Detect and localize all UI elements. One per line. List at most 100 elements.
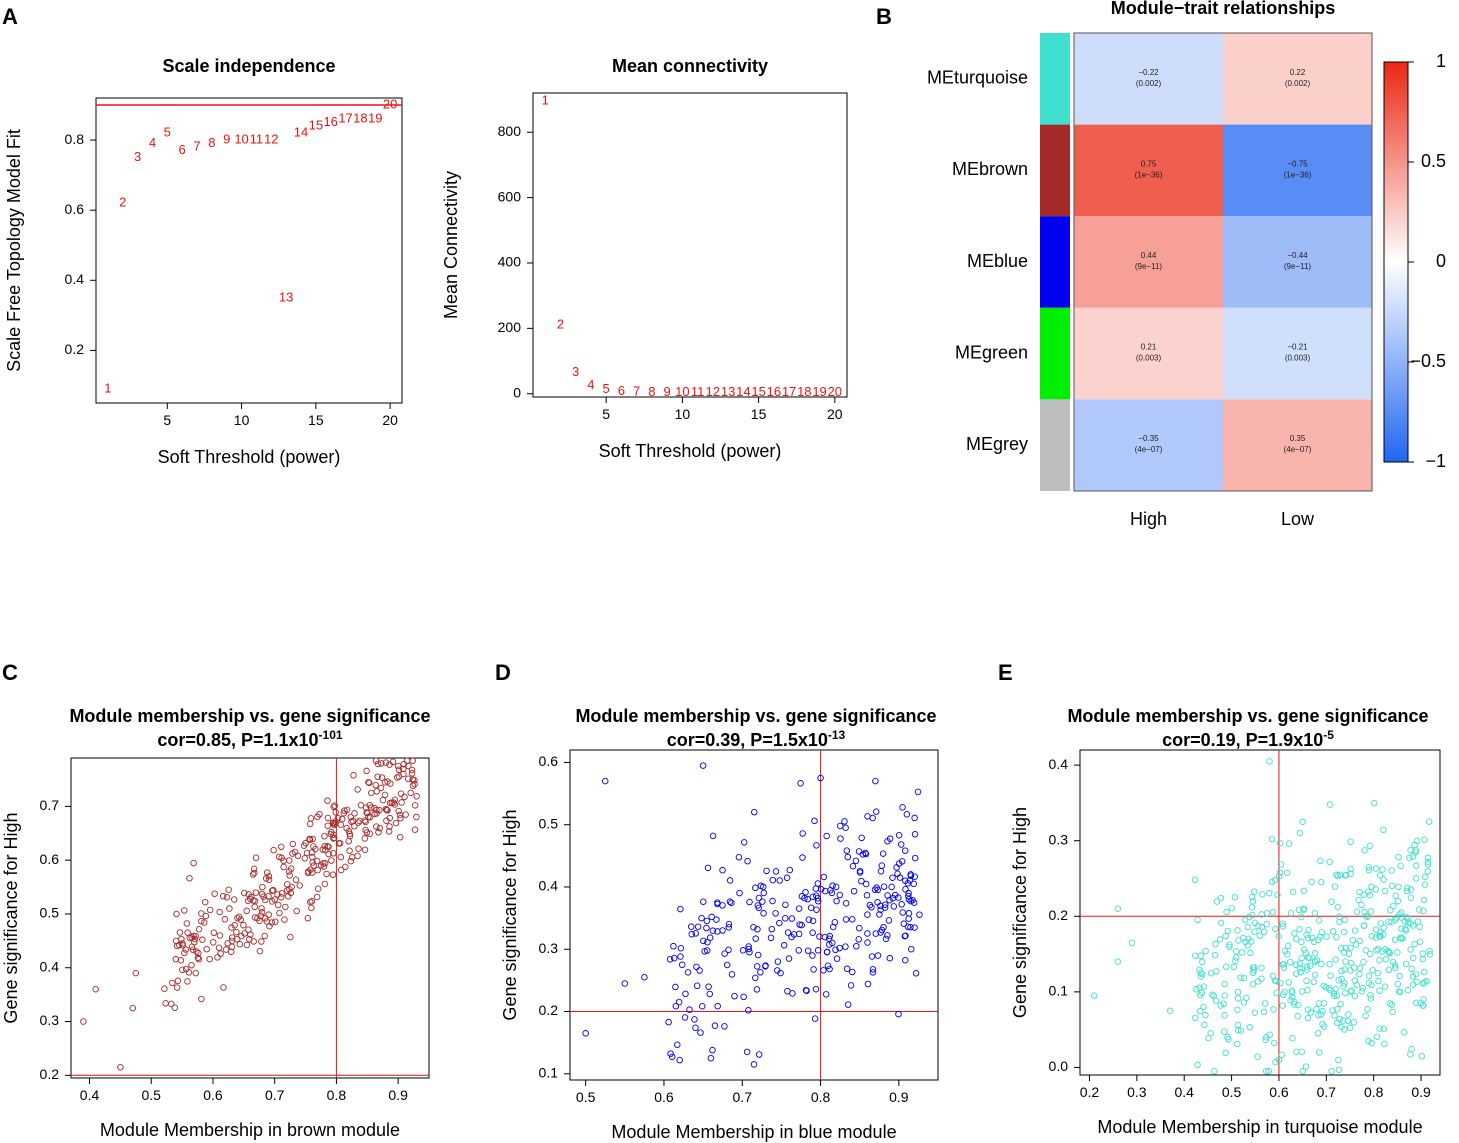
data-point — [1288, 987, 1295, 994]
heatmap-cell — [1074, 216, 1223, 308]
data-point — [714, 1002, 721, 1010]
data-point — [1355, 896, 1362, 904]
data-point — [215, 944, 223, 952]
data-point — [1356, 888, 1363, 896]
data-point — [341, 807, 348, 814]
data-point — [1315, 936, 1322, 944]
data-point — [1424, 858, 1432, 866]
data-point — [731, 992, 738, 1000]
data-point — [1389, 1008, 1396, 1016]
data-point — [1416, 938, 1424, 946]
data-point — [740, 993, 747, 1001]
data-point — [365, 778, 372, 786]
data-point — [814, 897, 822, 905]
data-point — [903, 811, 911, 818]
data-point — [1293, 970, 1300, 977]
data-point — [907, 872, 915, 879]
data-point — [313, 857, 321, 865]
data-point — [762, 962, 769, 969]
data-point — [672, 983, 679, 991]
data-point — [686, 1006, 693, 1013]
data-point — [284, 881, 291, 888]
data-point — [1273, 989, 1280, 996]
data-point — [188, 934, 195, 941]
data-point — [687, 923, 695, 930]
data-point — [1413, 837, 1421, 845]
data-point — [601, 777, 609, 785]
data-point — [1399, 935, 1407, 942]
data-point — [873, 808, 880, 815]
data-point — [703, 924, 710, 932]
data-point — [1388, 918, 1395, 925]
data-point — [1342, 989, 1349, 997]
data-point — [1377, 933, 1384, 940]
data-point — [1323, 933, 1330, 940]
data-point — [161, 985, 168, 993]
data-point — [871, 886, 879, 893]
data-point — [1198, 989, 1206, 997]
data-point — [1231, 893, 1239, 901]
data-point — [1254, 978, 1262, 985]
data-point — [1199, 958, 1206, 966]
data-point — [849, 916, 856, 923]
data-point — [365, 779, 373, 787]
data-point — [230, 896, 238, 903]
data-point — [1220, 1000, 1227, 1008]
data-point — [823, 832, 830, 840]
data-point — [1271, 977, 1279, 984]
data-point — [699, 762, 707, 769]
heatmap-cell — [1223, 399, 1372, 491]
data-point — [811, 1015, 819, 1022]
data-point — [1412, 875, 1420, 882]
data-point — [1404, 986, 1412, 994]
data-point — [783, 874, 791, 882]
data-point — [176, 929, 184, 936]
data-point — [1389, 958, 1397, 966]
data-point — [294, 852, 302, 859]
subtitle-base: cor=0.19, P=1.9x10 — [1162, 730, 1323, 750]
data-point — [1412, 971, 1420, 978]
data-point — [665, 1018, 672, 1026]
data-point — [258, 909, 266, 916]
data-point — [270, 846, 277, 854]
point-label-15: 15 — [309, 117, 323, 132]
plot-frame — [95, 97, 403, 404]
y-tick-label: 0.2 — [539, 1002, 559, 1018]
data-point — [1375, 977, 1382, 985]
data-point — [899, 909, 907, 916]
data-point — [1262, 1036, 1269, 1044]
data-point — [698, 914, 705, 922]
data-point — [1346, 967, 1354, 974]
data-point — [807, 904, 815, 911]
data-point — [1281, 947, 1289, 955]
data-point — [1397, 988, 1404, 996]
data-point — [902, 956, 909, 964]
data-point — [1341, 966, 1348, 973]
module-label-MEbrown: MEbrown — [952, 159, 1028, 179]
data-point — [1367, 991, 1374, 999]
data-point — [677, 953, 684, 960]
data-point — [1376, 872, 1384, 879]
data-point — [802, 986, 810, 994]
data-point — [1249, 898, 1257, 905]
data-point — [1233, 948, 1240, 955]
data-point — [719, 902, 726, 909]
data-point — [324, 842, 331, 850]
point-label-20: 20 — [828, 384, 842, 399]
y-axis-label: Mean Connectivity — [441, 171, 461, 319]
data-point — [332, 809, 339, 816]
data-point — [781, 915, 789, 922]
data-point — [1296, 926, 1303, 933]
data-point — [347, 813, 354, 821]
data-point — [884, 932, 891, 939]
data-point — [189, 946, 197, 953]
panel-label-d: D — [495, 660, 511, 685]
y-tick-label: 0.5 — [40, 905, 60, 921]
data-point — [826, 932, 834, 940]
cell-correlation: −0.22 — [1138, 68, 1159, 77]
data-point — [408, 766, 416, 774]
data-point — [703, 917, 711, 925]
data-point — [691, 1016, 698, 1023]
data-point — [1420, 896, 1428, 904]
point-label-16: 16 — [323, 114, 337, 129]
